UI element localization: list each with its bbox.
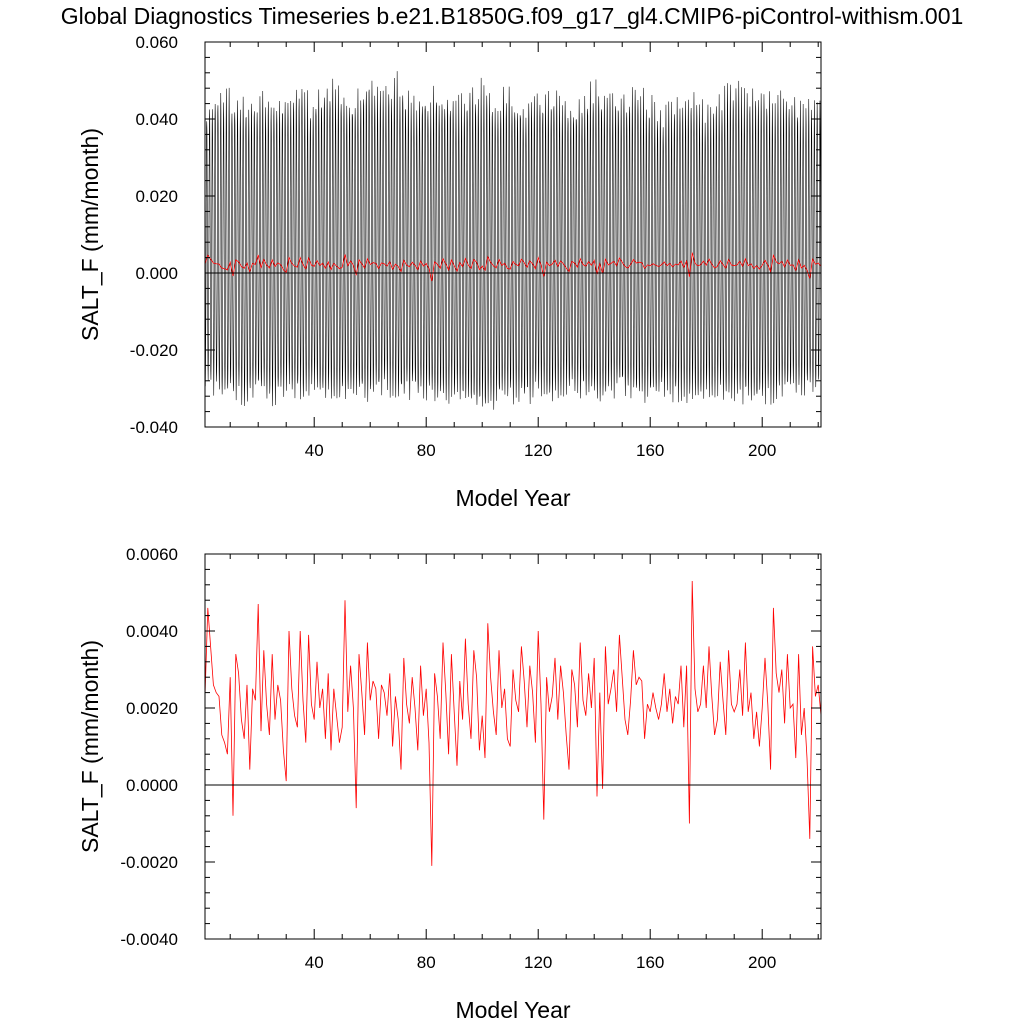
top-plot-y-tick-label: 0.040 xyxy=(135,110,178,129)
top-plot-y-tick-label: -0.040 xyxy=(130,418,178,437)
top-panel: 40 80 120 160 200 -0.040 -0.020 0.000 0.020 0.040… xyxy=(77,33,822,511)
top-plot-x-axis-label: Model Year xyxy=(455,485,570,511)
top-plot-series xyxy=(205,71,821,410)
bottom-plot-y-tick-label: 0.0020 xyxy=(126,699,178,718)
bottom-plot-y-tick-label: -0.0020 xyxy=(120,853,178,872)
bottom-plot-y-tick-label: 0.0040 xyxy=(126,622,178,641)
top-plot-x-tick-label: 80 xyxy=(417,441,436,460)
bottom-plot-y-tick-label: 0.0000 xyxy=(126,776,178,795)
bottom-plot-y-axis-label: SALT_F (mm/month) xyxy=(77,640,103,853)
bottom-plot-y-tick-label: 0.0060 xyxy=(126,545,178,564)
top-plot-frame xyxy=(204,41,822,428)
top-plot-y-tick-label: -0.020 xyxy=(130,341,178,360)
top-plot-monthly-series-line xyxy=(205,71,821,410)
bottom-plot-clipped-series xyxy=(205,580,821,866)
top-plot-x-tick-label: 40 xyxy=(305,441,324,460)
bottom-plot-y-tick-label: -0.0040 xyxy=(120,930,178,949)
bottom-plot-x-tick-label: 40 xyxy=(305,953,324,972)
figure-title: Global Diagnostics Timeseries b.e21.B185… xyxy=(61,3,964,29)
top-plot-y-tick-label: 0.060 xyxy=(135,33,178,52)
top-plot-annual-mean-series-line xyxy=(205,252,821,282)
bottom-plot-x-tick-label: 200 xyxy=(748,953,776,972)
top-plot-x-tick-label: 200 xyxy=(748,441,776,460)
bottom-plot-x-tick-label: 120 xyxy=(524,953,552,972)
top-plot-ticks: 40 80 120 160 200 -0.040 -0.020 0.000 0.020 0.040… xyxy=(130,33,821,460)
top-plot-x-tick-label: 120 xyxy=(524,441,552,460)
top-plot-clipped-series xyxy=(205,71,821,410)
bottom-plot-annual-mean-series-line xyxy=(205,580,821,866)
bottom-plot-frame xyxy=(204,553,822,940)
bottom-plot-x-tick-label: 160 xyxy=(636,953,664,972)
top-plot-x-tick-label: 160 xyxy=(636,441,664,460)
bottom-plot-x-tick-label: 80 xyxy=(417,953,436,972)
bottom-plot-ticks: 40 80 120 160 200 -0.0040 -0.0020 0.0000 0.0020 0… xyxy=(120,545,821,972)
top-plot-y-tick-label: 0.000 xyxy=(135,264,178,283)
bottom-plot-series xyxy=(205,580,821,866)
bottom-panel: 40 80 120 160 200 -0.0040 -0.0020 0.0000 0.0020 0… xyxy=(77,545,822,1023)
top-plot-y-axis-label: SALT_F (mm/month) xyxy=(77,128,103,341)
bottom-plot-x-axis-label: Model Year xyxy=(455,997,570,1023)
top-plot-y-tick-label: 0.020 xyxy=(135,187,178,206)
